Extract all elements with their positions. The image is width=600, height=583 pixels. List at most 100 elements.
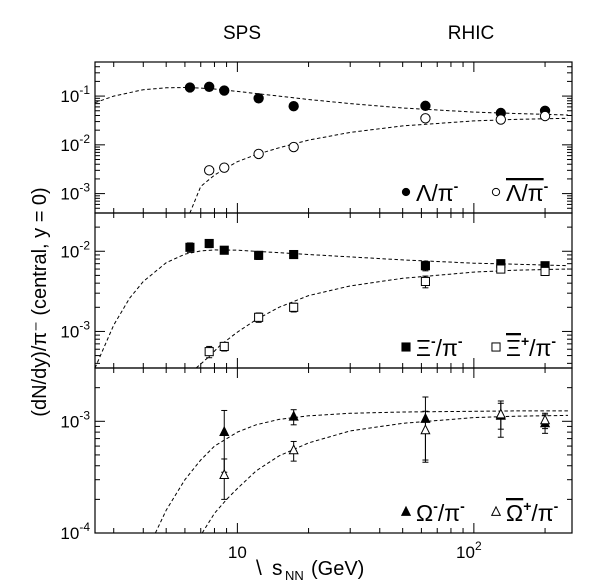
- data-point: [204, 165, 215, 176]
- legend-symbol-sup: +: [521, 333, 529, 349]
- y-tick-base: 10: [60, 242, 79, 261]
- data-point: [288, 410, 299, 421]
- data-point: [184, 82, 196, 93]
- legend-symbol-sup: -: [431, 333, 436, 349]
- legend-label: Ω-/π-: [416, 498, 465, 526]
- legend-symbol: Λ/π: [506, 180, 544, 206]
- y-axis-label: (dN/dy)/π⁻ (central, y = 0): [29, 187, 51, 416]
- y-tick-label: 10-2: [60, 132, 90, 155]
- legend-label: Ξ+/π-: [506, 333, 556, 361]
- data-point: [539, 110, 551, 122]
- data-point: [420, 100, 431, 112]
- data-point: [219, 245, 229, 255]
- legend-marker: [491, 342, 501, 352]
- series-2: [204, 264, 550, 359]
- fit-curve: [195, 268, 569, 368]
- data-point: [204, 81, 215, 92]
- legend-tail-sup: -: [458, 333, 463, 349]
- data-point: [420, 424, 431, 435]
- y-tick-base: 10: [60, 87, 79, 106]
- data-point: [288, 141, 299, 153]
- fit-curve: [154, 410, 568, 533]
- legend: Ω-/π- Ω+/π-: [400, 498, 559, 526]
- y-tick-label: 10-3: [60, 181, 90, 204]
- x-axis-variable: s: [272, 557, 283, 580]
- data-point: [289, 302, 299, 312]
- legend-label: Ω+/π-: [506, 498, 559, 526]
- data-point: [185, 242, 195, 252]
- x-tick-base: 10: [456, 543, 475, 562]
- y-tick-base: 10: [60, 322, 79, 341]
- legend-tail-sup: -: [554, 498, 559, 514]
- data-point: [254, 312, 264, 322]
- y-tick-exponent: -2: [79, 132, 90, 146]
- data-point: [219, 341, 229, 351]
- data-point: [219, 468, 230, 480]
- fit-curve: [95, 86, 569, 116]
- y-tick-base: 10: [60, 412, 79, 431]
- data-point: [204, 238, 214, 249]
- y-tick-base: 10: [60, 185, 79, 204]
- series-2: [219, 402, 551, 500]
- legend-marker: [491, 187, 501, 197]
- legend-marker: [401, 187, 411, 197]
- data-point: [253, 148, 264, 160]
- y-tick-base: 10: [60, 136, 79, 155]
- data-point: [496, 264, 506, 274]
- legend-symbol: Ξ: [506, 335, 521, 361]
- legend-marker: [401, 342, 411, 352]
- legend-symbol-sup: -: [433, 498, 438, 514]
- x-axis-unit: (GeV): [311, 558, 364, 580]
- legend-tail: /π: [531, 500, 553, 526]
- panel-frame: [94, 61, 573, 214]
- legend-label: Λ/π-: [506, 178, 549, 206]
- legend-symbol: Λ/π: [416, 180, 454, 206]
- y-tick-exponent: -2: [79, 238, 90, 252]
- series-2: [204, 110, 551, 176]
- legend-tail: /π: [438, 500, 460, 526]
- x-axis-sqrt-sign: \: [256, 557, 262, 580]
- x-axis-label: \ s NN (GeV): [256, 557, 364, 583]
- legend-sup: -: [454, 178, 459, 194]
- legend-symbol: Ω: [416, 500, 433, 526]
- legend-symbol: Ω: [506, 500, 523, 526]
- panel-1: 10-110-210-3 Λ/π- Λ/π-: [60, 61, 573, 214]
- legend: Λ/π- Λ/π-: [401, 178, 549, 206]
- x-axis-subscript: NN: [285, 568, 304, 583]
- data-point: [254, 250, 264, 260]
- data-point: [219, 425, 230, 437]
- legend-marker: [400, 505, 412, 516]
- x-tick-label: 10: [228, 543, 247, 562]
- legend-tail: /π: [436, 335, 458, 361]
- data-point: [495, 114, 506, 125]
- data-point: [289, 249, 299, 260]
- legend-tail-sup: -: [460, 498, 465, 514]
- data-point: [204, 347, 214, 357]
- title-row: SPS RHIC: [223, 23, 494, 44]
- data-point: [288, 101, 299, 112]
- legend-label: Ξ-/π-: [416, 333, 463, 361]
- data-point: [420, 113, 431, 124]
- y-tick-exponent: -3: [79, 318, 90, 332]
- data-point: [540, 266, 550, 276]
- legend-label: Λ/π-: [416, 178, 459, 206]
- data-point: [495, 408, 506, 419]
- legend: Ξ-/π- Ξ+/π-: [401, 333, 556, 361]
- x-tick-exponent: 2: [475, 539, 482, 553]
- legend-tail-sup: -: [551, 333, 556, 349]
- data-point: [219, 162, 230, 173]
- data-point: [420, 261, 430, 271]
- panel-frame: [94, 367, 573, 534]
- y-tick-label: 10-3: [60, 408, 90, 431]
- y-tick-exponent: -3: [79, 181, 90, 195]
- y-tick-label: 10-2: [60, 238, 90, 261]
- series-1: [219, 396, 551, 473]
- y-tick-label: 10-4: [60, 520, 90, 543]
- data-point: [219, 85, 230, 96]
- legend-sup: -: [544, 178, 549, 194]
- fit-curve: [189, 117, 569, 213]
- series-1: [184, 81, 551, 119]
- sps-label: SPS: [223, 23, 261, 44]
- x-tick-label: 102: [456, 539, 482, 562]
